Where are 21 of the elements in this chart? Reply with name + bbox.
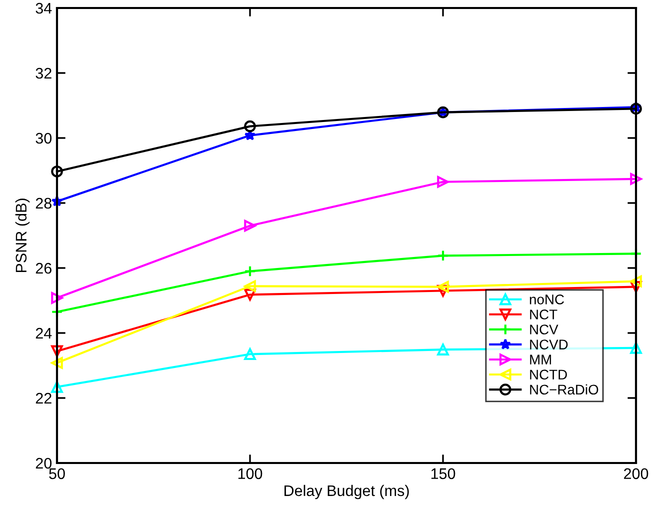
y-tick-label: 22	[36, 392, 52, 404]
legend-label: NCV	[530, 324, 558, 334]
x-tick-label: 100	[238, 468, 262, 480]
y-tick-label: 30	[36, 132, 52, 144]
x-tick-label: 50	[49, 468, 65, 480]
y-axis-title: PSNR (dB)	[15, 198, 30, 272]
y-tick-label: 26	[36, 262, 52, 274]
legend-label: NC−RaDiO	[530, 384, 598, 395]
legend-label: MM	[530, 354, 551, 364]
y-tick-label: 34	[36, 2, 52, 14]
legend-label: NCVD	[530, 340, 568, 350]
legend-label: noNC	[530, 294, 564, 304]
x-tick-label: 150	[431, 468, 456, 480]
legend-label: NCTD	[530, 370, 567, 380]
y-tick-label: 24	[36, 328, 52, 339]
y-tick-label: 20	[36, 458, 52, 469]
y-tick-label: 32	[36, 68, 52, 79]
legend-label: NCT	[530, 310, 558, 320]
x-tick-label: 200	[624, 468, 648, 480]
y-tick-label: 28	[36, 198, 52, 209]
x-axis-title: Delay Budget (ms)	[284, 484, 409, 500]
